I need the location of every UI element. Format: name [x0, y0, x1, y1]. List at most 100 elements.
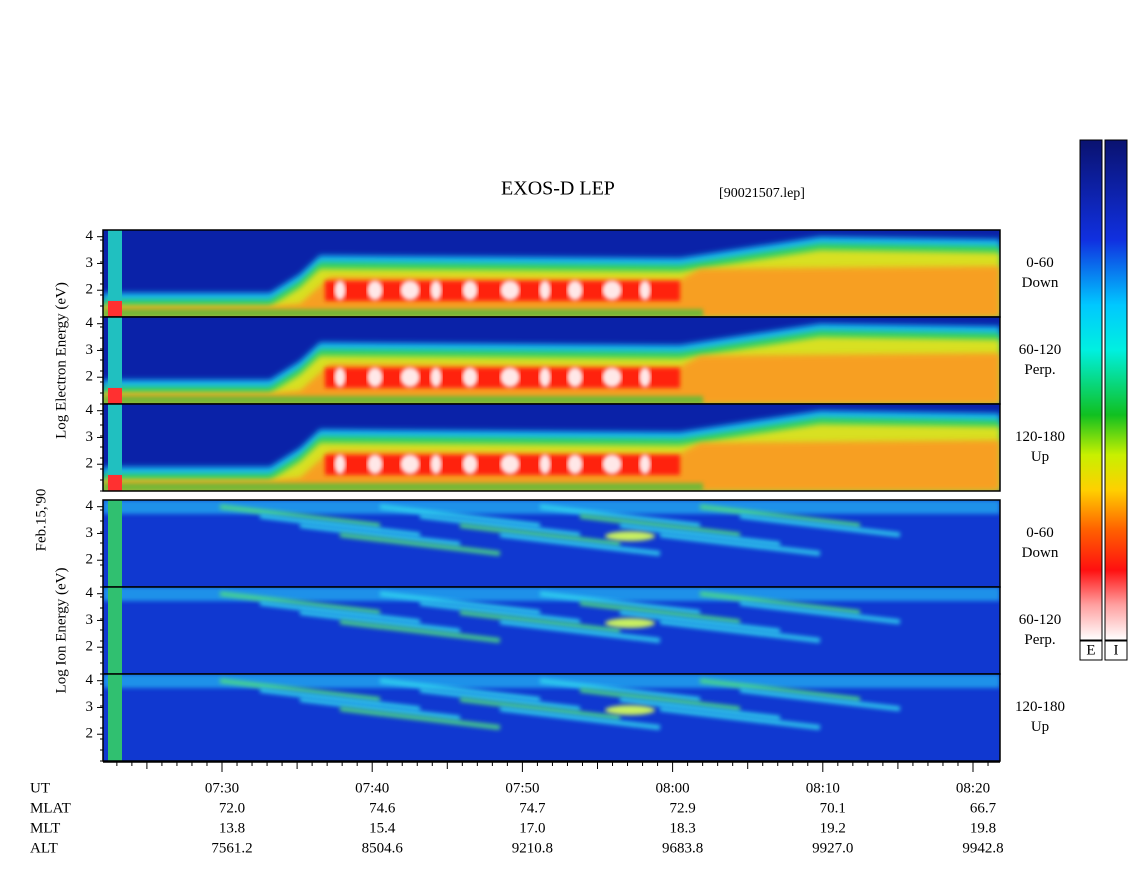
row-name: ALT — [30, 840, 58, 856]
hot-spot — [400, 367, 420, 388]
hot-spot — [430, 367, 442, 388]
row-value: 07:50 — [505, 780, 539, 796]
hot-spot — [605, 705, 655, 716]
colorbar-label-box — [1104, 640, 1128, 661]
hot-spot — [639, 454, 651, 475]
streak — [219, 678, 381, 702]
streak — [739, 600, 901, 625]
streak — [339, 532, 501, 557]
row-value: 9683.8 — [662, 840, 703, 856]
streak — [219, 591, 381, 615]
direction-label: Perp. — [1024, 362, 1055, 378]
time-axis: UT 07:30 07:40 07:50 08:00 08:10 08:20 MLAT 72.0… — [30, 761, 1004, 856]
streak — [579, 687, 741, 712]
y-tick-label: 4 — [86, 498, 94, 514]
y-tick-label: 2 — [86, 282, 94, 298]
background — [103, 500, 1000, 587]
y-tick-label: 4 — [86, 672, 94, 688]
streak — [419, 687, 581, 712]
y-tick-label: 2 — [86, 552, 94, 568]
streak — [259, 600, 421, 625]
hot-spot — [462, 454, 478, 475]
row-value: 13.8 — [219, 820, 245, 836]
hot-spot — [602, 367, 622, 388]
row-value: 08:00 — [656, 780, 690, 796]
y-tick-label: 3 — [86, 612, 94, 628]
hot-spot — [639, 367, 651, 388]
y-tick-label: 4 — [86, 315, 94, 331]
date-label: Feb.15,'90 — [33, 489, 49, 552]
spectrogram — [103, 317, 1000, 404]
streak — [539, 678, 701, 702]
direction-label: Up — [1031, 449, 1049, 465]
left-strip — [108, 230, 122, 317]
streak — [459, 696, 621, 721]
hot-spot — [605, 531, 655, 542]
left-strip — [108, 317, 122, 404]
low-band — [103, 395, 703, 404]
row-value: 08:20 — [956, 780, 990, 796]
spectrogram — [103, 404, 1000, 491]
low-band — [103, 308, 703, 317]
hot-spot — [500, 454, 520, 475]
streak — [219, 504, 381, 528]
panels: 2 3 4 0-60 Down 2 3 4 60-120 Perp. 2 3 4 120-180 Up Log… — [53, 228, 1065, 762]
file-name: [90021507.lep] — [719, 186, 805, 201]
streak — [659, 532, 821, 557]
row-value: 07:40 — [355, 780, 389, 796]
y-tick-label: 2 — [86, 369, 94, 385]
streak — [739, 513, 901, 538]
row-value: 17.0 — [519, 820, 545, 836]
hot-spot — [334, 367, 346, 388]
streak — [499, 619, 661, 644]
streak — [459, 609, 621, 634]
hot-spot — [430, 454, 442, 475]
streak — [379, 678, 541, 702]
group-y-label: Log Ion Energy (eV) — [53, 568, 69, 694]
streak — [579, 600, 741, 625]
row-name: UT — [30, 780, 50, 796]
spectrogram — [103, 230, 1000, 317]
low-band — [103, 482, 703, 491]
hot-spot — [400, 280, 420, 301]
hot-spot — [639, 280, 651, 301]
colorbar-label: E — [1086, 642, 1095, 658]
row-value: 19.8 — [970, 820, 996, 836]
streak — [379, 504, 541, 528]
angle-label: 0-60 — [1026, 525, 1054, 541]
left-strip — [108, 404, 122, 491]
hot-spot — [605, 618, 655, 629]
row-value: 8504.6 — [362, 840, 404, 856]
y-tick-label: 3 — [86, 699, 94, 715]
hot-spot — [602, 454, 622, 475]
hot-spot — [367, 454, 383, 475]
streak — [259, 513, 421, 538]
hot-spot — [539, 280, 551, 301]
row-value: 72.0 — [219, 800, 245, 816]
streak — [659, 619, 821, 644]
y-tick-label: 3 — [86, 255, 94, 271]
streak — [339, 706, 501, 731]
hot-spot — [539, 454, 551, 475]
left-red — [108, 300, 122, 317]
colorbar-label: I — [1114, 642, 1119, 658]
row-value: 72.9 — [669, 800, 695, 816]
streak — [419, 513, 581, 538]
streak — [619, 609, 781, 634]
angle-label: 120-180 — [1015, 429, 1065, 445]
y-tick-label: 2 — [86, 639, 94, 655]
hot-spot — [430, 280, 442, 301]
row-value: 18.3 — [669, 820, 695, 836]
direction-label: Up — [1031, 719, 1049, 735]
streak — [619, 696, 781, 721]
hot-spot — [400, 454, 420, 475]
row-value: 9942.8 — [962, 840, 1003, 856]
direction-label: Down — [1022, 275, 1059, 291]
hot-spot — [539, 367, 551, 388]
y-tick-label: 4 — [86, 228, 94, 244]
streak — [579, 513, 741, 538]
hot-spot — [500, 367, 520, 388]
streak — [299, 522, 461, 547]
spectrogram — [103, 587, 1000, 674]
colorbar — [1079, 139, 1103, 641]
